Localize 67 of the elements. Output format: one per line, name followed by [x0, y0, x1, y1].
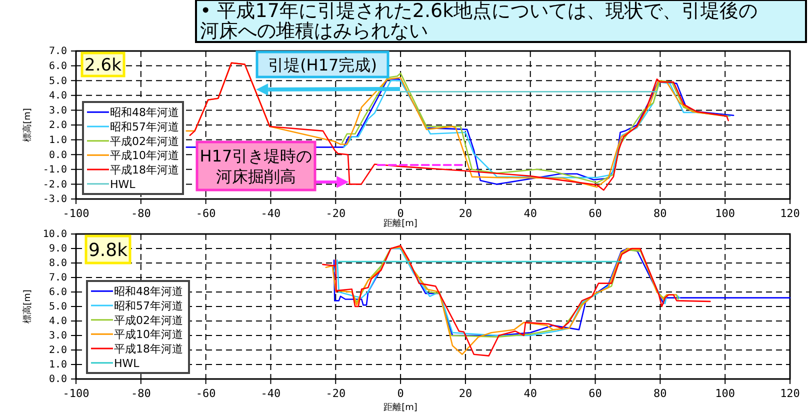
- y-axis-title: 標高[m]: [22, 290, 33, 324]
- x-tick-label: 120: [780, 206, 800, 220]
- y-tick-label: 5.0: [48, 302, 67, 313]
- y-tick-label: 6.0: [48, 287, 67, 298]
- annotation: 引堤(H17完成): [268, 55, 377, 74]
- y-tick-label: 5.0: [48, 76, 67, 87]
- x-tick-label: 40: [524, 206, 537, 220]
- x-tick-label: -60: [196, 386, 216, 400]
- y-tick-label: 1.0: [48, 360, 67, 371]
- annotation: H17引き堤時の河床掘削高: [200, 146, 312, 186]
- legend-label: 平成10年河道: [110, 149, 179, 162]
- legend-label: 平成10年河道: [114, 328, 183, 342]
- y-tick-label: 0.0: [48, 374, 67, 386]
- x-tick-label: -100: [62, 386, 90, 400]
- annotation: 2.6k: [84, 56, 122, 76]
- x-tick-label: -20: [326, 386, 346, 400]
- legend-label: 平成18年河道: [110, 164, 179, 176]
- x-tick-label: -80: [130, 386, 151, 400]
- x-tick-label: 20: [458, 386, 472, 400]
- y-tick-label: 10.0: [42, 229, 67, 240]
- x-tick-label: -40: [260, 206, 281, 220]
- x-tick-label: -100: [62, 206, 90, 220]
- y-tick-label: 2.0: [48, 345, 67, 356]
- y-tick-label: 2.0: [48, 120, 67, 132]
- y-tick-label: 9.0: [48, 244, 67, 255]
- legend-label: 平成02年河道: [114, 314, 183, 327]
- chart-title: • 平成17年に引堤された2.6k地点については、現状で、引堤後の河床への堆積はみられない: [200, 0, 759, 42]
- legend-label: 平成02年河道: [110, 134, 179, 148]
- y-tick-label: -3.0: [42, 194, 67, 206]
- y-tick-label: 4.0: [48, 316, 67, 328]
- y-tick-label: 6.0: [48, 61, 67, 72]
- x-tick-label: -60: [196, 206, 216, 220]
- x-tick-label: -80: [130, 206, 151, 220]
- x-tick-label: 100: [715, 206, 736, 220]
- y-tick-label: 7.0: [48, 272, 67, 284]
- legend-label: 昭和57年河道: [114, 300, 183, 312]
- x-tick-label: 0: [397, 386, 404, 400]
- y-tick-label: 1.0: [48, 135, 67, 146]
- x-tick-label: 100: [715, 386, 736, 400]
- legend-label: 昭和48年河道: [110, 106, 179, 120]
- y-tick-label: -2.0: [42, 179, 67, 190]
- x-tick-label: -20: [326, 206, 346, 220]
- y-tick-label: 3.0: [48, 105, 67, 116]
- x-tick-label: 80: [654, 386, 667, 400]
- x-tick-label: 40: [524, 386, 537, 400]
- y-tick-label: 4.0: [48, 90, 67, 102]
- legend-label: HWL: [110, 178, 136, 191]
- legend-label: 平成18年河道: [114, 342, 183, 356]
- y-tick-label: 3.0: [48, 330, 67, 342]
- legend-label: HWL: [114, 356, 140, 370]
- y-tick-label: -1.0: [42, 164, 67, 176]
- x-tick-label: 60: [588, 206, 602, 220]
- legend-label: 昭和48年河道: [114, 285, 183, 298]
- y-tick-label: 8.0: [48, 258, 67, 270]
- y-tick-label: 7.0: [48, 46, 67, 58]
- x-tick-label: 60: [588, 386, 602, 400]
- x-tick-label: 20: [458, 206, 472, 220]
- x-tick-label: 80: [654, 206, 667, 220]
- x-axis-title: 距離[m]: [384, 402, 418, 413]
- y-axis-title: 標高[m]: [22, 108, 33, 142]
- x-tick-label: 0: [397, 206, 404, 220]
- x-tick-label: -40: [260, 386, 281, 400]
- annotation: 9.8k: [88, 240, 128, 261]
- y-tick-label: 0.0: [48, 150, 67, 161]
- legend-label: 昭和57年河道: [110, 120, 179, 134]
- x-axis-title: 距離[m]: [384, 218, 418, 229]
- x-tick-label: 120: [780, 386, 800, 400]
